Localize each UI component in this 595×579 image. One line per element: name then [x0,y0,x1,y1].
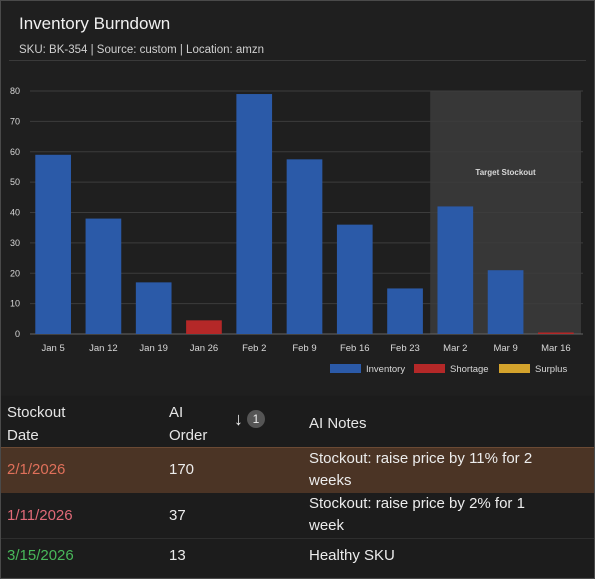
x-tick-label: Feb 2 [242,343,266,354]
note-line: Stockout: raise price by 11% for 2 [309,450,533,467]
x-tick-label: Mar 9 [493,343,517,354]
y-tick-label: 40 [10,208,20,218]
y-tick-label: 20 [10,268,20,278]
stockout-date-cell: 2/1/2026 [7,461,66,478]
legend-label: Shortage [450,364,489,375]
ai-notes-cell: Stockout: raise price by 2% for 1 week [309,493,589,537]
chart-title: Inventory Burndown [19,14,171,33]
stockout-date-cell: 1/11/2026 [7,507,73,524]
bar-shortage [538,332,574,334]
stockout-date-cell: 3/15/2026 [7,547,74,564]
sort-down-arrow-icon: ↓ [234,409,243,429]
chart-subtitle: SKU: BK-354 | Source: custom | Location:… [19,44,265,56]
table-row[interactable]: 1/11/2026 37 Stockout: raise price by 2%… [1,493,594,539]
divider [9,60,586,61]
legend-label: Inventory [366,364,405,375]
bar-inventory [35,154,71,334]
x-tick-label: Jan 5 [42,343,65,354]
table-row[interactable]: 2/1/2026 170 Stockout: raise price by 11… [1,447,594,494]
bar-inventory [387,288,423,334]
bar-inventory [336,224,373,334]
note-line: weeks [309,472,352,489]
stockout-table: Stockout Date AI Order ↓ 1 AI Notes 2/1/… [1,396,594,577]
y-tick-label: 0 [15,329,20,339]
y-tick-label: 10 [10,299,20,309]
x-tick-label: Jan 19 [139,343,168,354]
y-tick-label: 70 [10,116,20,126]
bar-inventory [85,218,122,334]
inventory-burndown-chart: Target Stockout 0 10 20 30 40 50 60 70 80 Jan 5 Jan… [10,86,583,375]
bar-inventory [487,270,524,334]
header-ai-order[interactable]: AI Order [169,401,207,447]
bar-inventory [135,282,172,334]
x-tick-label: Feb 23 [390,343,420,354]
annotation-label: Target Stockout [475,168,536,177]
table-row[interactable]: 3/15/2026 13 Healthy SKU [1,539,594,575]
legend-label: Surplus [535,364,567,375]
header-date-line2: Date [7,427,39,444]
note-line: Stockout: raise price by 2% for 1 [309,495,525,512]
ai-notes-cell: Healthy SKU [309,547,395,564]
sort-priority-badge: 1 [247,410,265,428]
header-stockout-date[interactable]: Stockout Date [7,401,65,447]
x-tick-label: Mar 2 [443,343,467,354]
x-tick-label: Feb 16 [340,343,370,354]
x-tick-label: Jan 26 [190,343,219,354]
y-tick-label: 50 [10,177,20,187]
bar-inventory [236,94,273,334]
ai-order-cell: 13 [169,547,186,564]
x-tick-label: Jan 12 [89,343,118,354]
bar-inventory [286,159,323,334]
ai-order-cell: 170 [169,461,195,478]
note-line: week [309,517,345,534]
header-date-line1: Stockout [7,404,66,421]
header-ai-notes[interactable]: AI Notes [309,415,367,432]
ai-notes-cell: Stockout: raise price by 11% for 2 weeks [309,448,589,492]
y-tick-label: 30 [10,238,20,248]
y-tick-label: 60 [10,147,20,157]
x-tick-label: Feb 9 [292,343,316,354]
bar-shortage [186,320,222,334]
y-tick-label: 80 [10,86,20,96]
header-order-line1: AI [169,404,184,421]
x-tick-label: Mar 16 [541,343,571,354]
sort-control[interactable]: ↓ 1 [234,407,265,431]
bar-inventory [437,206,474,334]
ai-order-cell: 37 [169,507,186,524]
legend-swatch-inventory [330,364,361,373]
legend-swatch-shortage [414,364,445,373]
legend-swatch-surplus [499,364,530,373]
header-order-line2: Order [169,427,208,444]
